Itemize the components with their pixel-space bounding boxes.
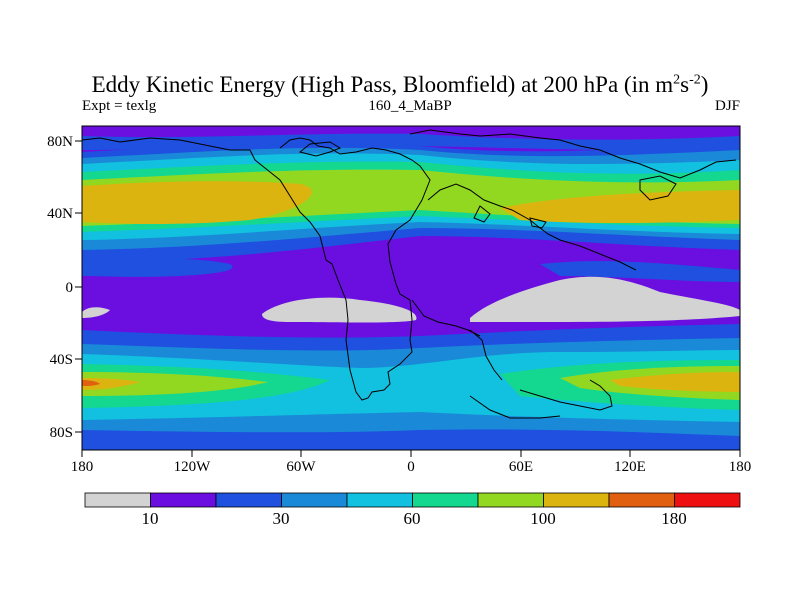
y-tick-label: 40N: [47, 206, 73, 222]
y-tick-label: 0: [66, 280, 74, 296]
colorbar-box: [84, 492, 151, 508]
x-axis-labels: 180 120W 60W 0 60E 120E 180: [71, 459, 752, 475]
colorbar-box: [674, 492, 741, 508]
x-tick-label: 180: [71, 459, 94, 475]
axis-ticks: [75, 140, 741, 457]
x-tick-label: 0: [407, 459, 415, 475]
nh-band-6: [82, 181, 312, 224]
plot-title: Eddy Kinetic Energy (High Pass, Bloomfie…: [91, 72, 709, 97]
coastlines: [82, 129, 737, 419]
x-tick-label: 180: [729, 459, 752, 475]
colorbar-label: 30: [273, 509, 290, 528]
colorbar-box: [543, 492, 610, 508]
colorbar-box: [608, 492, 675, 508]
low-patch-central: [262, 297, 417, 323]
colorbar-box: [346, 492, 413, 508]
colorbar-box: [215, 492, 282, 508]
y-tick-label: 80S: [50, 425, 73, 441]
x-tick-label: 60E: [509, 459, 533, 475]
field-map: [82, 126, 740, 450]
colorbar-label: 10: [142, 509, 159, 528]
y-tick-label: 80N: [47, 134, 73, 150]
low-patch-east: [470, 276, 740, 322]
run-label: 160_4_MaBP: [368, 98, 452, 114]
nh-band-7: [500, 190, 740, 223]
equatorial-band: [82, 258, 233, 277]
colorbar-box: [150, 492, 217, 508]
experiment-label: Expt = texlg: [82, 98, 157, 114]
colorbar-box: [477, 492, 544, 508]
colorbar-label: 100: [530, 509, 556, 528]
season-label: DJF: [714, 98, 740, 114]
colorbar-label: 180: [661, 509, 687, 528]
sh-band-5: [82, 372, 268, 396]
x-tick-label: 120E: [614, 459, 646, 475]
colorbar-labels: 10 30 60 100 180: [142, 509, 687, 528]
x-tick-label: 120W: [174, 459, 212, 475]
y-tick-label: 40S: [50, 352, 73, 368]
colorbar-box: [412, 492, 479, 508]
colorbar-box: [281, 492, 348, 508]
y-axis-labels: 80N 40N 0 40S 80S: [47, 134, 73, 441]
colorbar-label: 60: [404, 509, 421, 528]
x-tick-label: 60W: [286, 459, 316, 475]
low-patch-west: [82, 307, 110, 318]
colorbar: [84, 492, 741, 508]
polar-band: [82, 133, 740, 151]
